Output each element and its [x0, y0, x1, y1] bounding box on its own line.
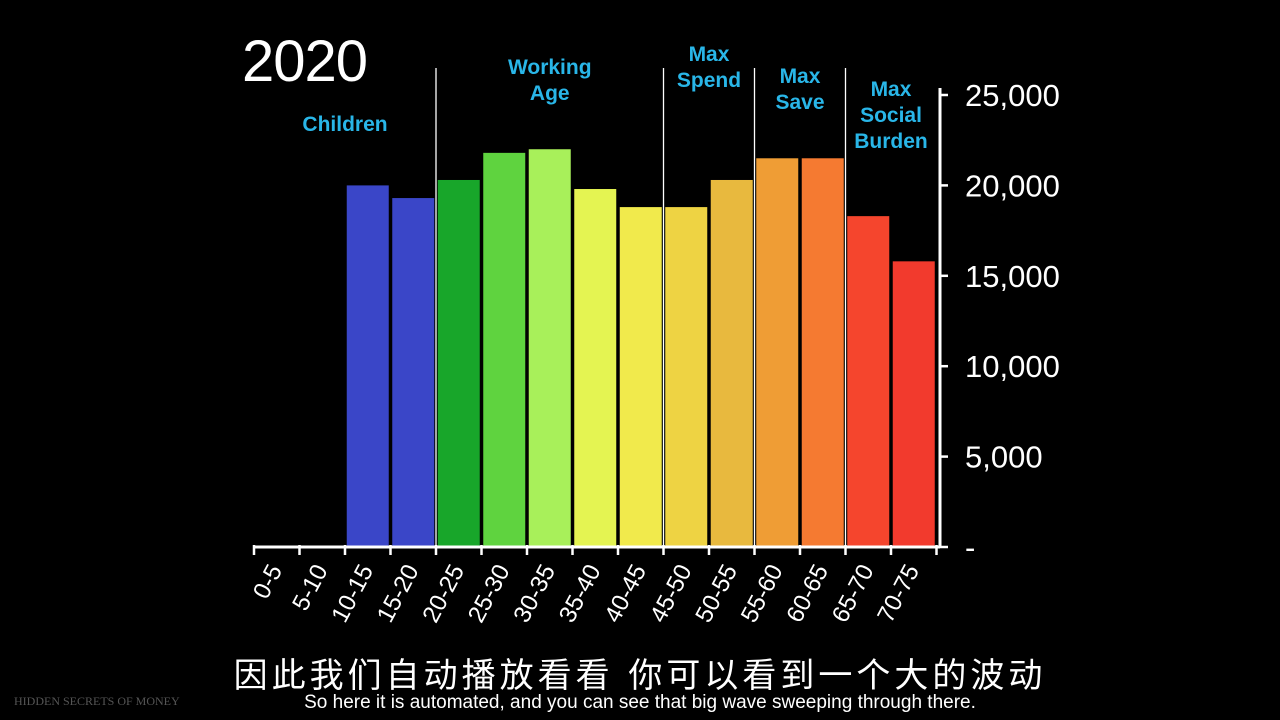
y-tick-label: 25,000 [965, 78, 1060, 113]
x-tick-label: 70-75 [872, 560, 925, 627]
bar-55-60 [756, 158, 799, 547]
x-tick-label: 25-30 [463, 560, 516, 627]
x-tick-label: 55-60 [736, 560, 789, 627]
bar-20-25 [437, 179, 480, 547]
x-tick-label: 10-15 [326, 560, 379, 627]
x-tick-label: 5-10 [287, 560, 333, 615]
y-tick-label: 5,000 [965, 440, 1043, 475]
bar-65-70 [847, 216, 890, 548]
y-tick-label: 10,000 [965, 349, 1060, 384]
bar-50-55 [710, 179, 753, 547]
x-tick-label: 60-65 [781, 560, 834, 627]
x-tick-label: 65-70 [827, 560, 880, 627]
x-tick-label: 35-40 [554, 560, 607, 627]
x-tick-label: 45-50 [645, 560, 698, 627]
bar-30-35 [528, 149, 571, 548]
bar-15-20 [392, 198, 435, 547]
bar-60-65 [801, 158, 844, 547]
group-label: Max Save [775, 65, 825, 114]
group-label: Max Social Burden [854, 78, 928, 153]
x-tick-label: 20-25 [417, 560, 470, 627]
subtitle-chinese: 因此我们自动播放看看 你可以看到一个大的波动 [233, 656, 1047, 696]
x-tick-label: 40-45 [599, 560, 652, 627]
bar-10-15 [346, 185, 389, 547]
y-tick-label: 15,000 [965, 259, 1060, 294]
bar-35-40 [574, 189, 617, 548]
bar-70-75 [892, 261, 935, 547]
year-title: 2020 [242, 29, 368, 94]
group-label: Children [302, 113, 388, 136]
subtitle-english: So here it is automated, and you can see… [304, 692, 976, 713]
x-tick-label: 50-55 [690, 560, 743, 627]
y-tick-label: - [965, 530, 975, 565]
y-tick-label: 20,000 [965, 168, 1060, 203]
bar-25-30 [483, 152, 526, 547]
x-tick-label: 15-20 [372, 560, 425, 627]
x-tick-label: 0-5 [248, 560, 288, 603]
bar-45-50 [665, 207, 708, 547]
bar-40-45 [619, 207, 662, 547]
group-label: Working Age [507, 56, 592, 105]
group-label: Max Spend [676, 43, 742, 92]
watermark-logo: HIDDEN SECRETS OF MONEY [14, 694, 180, 708]
x-tick-label: 30-35 [508, 560, 561, 627]
